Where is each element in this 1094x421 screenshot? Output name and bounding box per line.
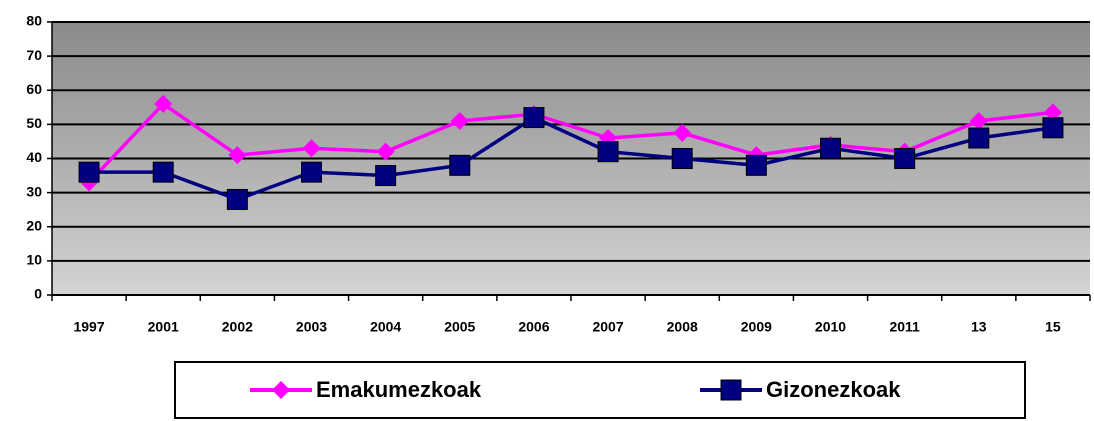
data-point — [968, 127, 990, 149]
series-line — [87, 101, 1054, 184]
y-tick-label: 30 — [26, 183, 42, 199]
data-point — [673, 123, 692, 142]
x-tick-label: 2003 — [296, 319, 327, 335]
x-tick-label: 2002 — [222, 319, 253, 335]
x-tick-label: 1997 — [73, 319, 104, 335]
x-tick-label: 2009 — [741, 319, 772, 335]
data-point — [301, 161, 322, 183]
data-point — [1043, 103, 1062, 122]
data-point — [302, 139, 321, 158]
x-tick-label: 2011 — [889, 319, 920, 335]
x-tick-label: 15 — [1045, 319, 1061, 335]
x-tick-label: 2007 — [592, 319, 623, 335]
x-tick-label: 2006 — [518, 319, 549, 335]
data-point — [450, 111, 469, 130]
data-point — [228, 146, 247, 165]
data-point — [671, 148, 693, 169]
legend-box — [174, 361, 1026, 419]
data-point — [449, 154, 471, 176]
data-point — [375, 165, 397, 187]
y-tick-label: 70 — [26, 47, 42, 63]
data-point — [226, 188, 248, 210]
legend-marker — [720, 379, 742, 401]
data-point — [820, 137, 841, 159]
x-tick-label: 2008 — [667, 319, 698, 335]
data-point — [154, 94, 173, 113]
data-point — [745, 154, 767, 176]
x-tick-label: 2004 — [370, 319, 401, 335]
data-point — [152, 161, 174, 183]
data-point — [597, 141, 619, 163]
x-tick-label: 2001 — [148, 319, 179, 335]
legend-label: Gizonezkoak — [766, 377, 901, 402]
x-tick-label: 2010 — [815, 319, 846, 335]
legend-marker — [272, 381, 290, 399]
y-tick-label: 10 — [26, 252, 42, 268]
y-tick-label: 0 — [34, 286, 42, 302]
y-tick-label: 50 — [26, 115, 42, 131]
y-tick-label: 80 — [26, 13, 42, 29]
y-tick-label: 20 — [26, 217, 42, 233]
data-point — [376, 142, 395, 161]
data-point — [969, 111, 988, 130]
data-point — [1042, 117, 1064, 139]
legend-label: Emakumezkoak — [316, 377, 482, 402]
y-tick-label: 60 — [26, 81, 42, 97]
data-point — [523, 107, 545, 129]
x-tick-label: 2005 — [444, 319, 475, 335]
x-tick-label: 13 — [971, 319, 987, 335]
data-point — [894, 148, 916, 169]
data-point — [78, 161, 100, 183]
y-tick-label: 40 — [26, 149, 42, 165]
series-line — [89, 115, 1054, 202]
